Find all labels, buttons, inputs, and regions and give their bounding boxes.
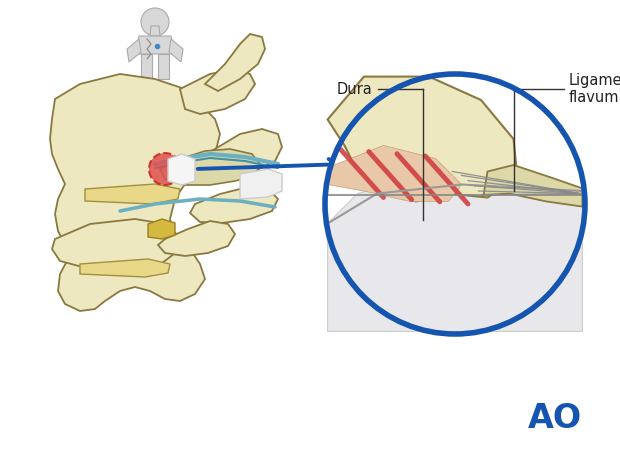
- Polygon shape: [160, 149, 260, 185]
- Polygon shape: [158, 221, 235, 256]
- Polygon shape: [80, 259, 170, 277]
- Polygon shape: [190, 129, 282, 181]
- Circle shape: [325, 74, 585, 334]
- Polygon shape: [127, 39, 141, 62]
- Polygon shape: [148, 219, 175, 239]
- Circle shape: [141, 8, 169, 36]
- Polygon shape: [85, 184, 180, 204]
- Polygon shape: [484, 165, 582, 207]
- Polygon shape: [168, 154, 195, 185]
- Polygon shape: [327, 180, 582, 331]
- Text: AO: AO: [528, 403, 582, 436]
- Polygon shape: [52, 219, 180, 269]
- Polygon shape: [240, 169, 282, 199]
- Text: Ligamentum
flavum: Ligamentum flavum: [569, 73, 620, 105]
- Polygon shape: [205, 34, 265, 91]
- Polygon shape: [327, 146, 461, 202]
- Circle shape: [149, 153, 181, 185]
- Polygon shape: [190, 187, 278, 223]
- Polygon shape: [169, 39, 183, 62]
- Text: Dura: Dura: [337, 82, 373, 96]
- Polygon shape: [150, 26, 160, 36]
- Polygon shape: [327, 77, 518, 202]
- Polygon shape: [50, 74, 220, 311]
- Polygon shape: [158, 54, 169, 79]
- Polygon shape: [141, 54, 152, 79]
- Polygon shape: [135, 36, 175, 54]
- Polygon shape: [180, 69, 255, 114]
